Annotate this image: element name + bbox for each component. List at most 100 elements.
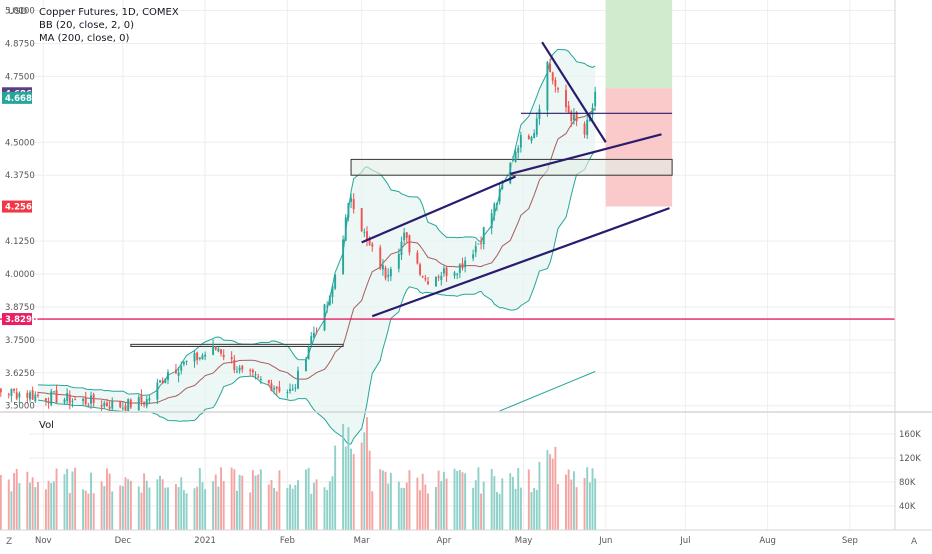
- candle-body: [519, 135, 522, 148]
- corner-label-right[interactable]: A: [911, 537, 918, 547]
- profit-zone[interactable]: [605, 0, 673, 89]
- candle-body: [156, 382, 159, 400]
- range-rectangle[interactable]: [130, 343, 344, 347]
- candle-body: [182, 361, 185, 365]
- candle-body: [129, 399, 132, 408]
- volume-bar: [363, 432, 366, 530]
- volume-bar: [238, 474, 241, 530]
- volume-bar: [236, 490, 238, 530]
- time-tick-label: 2021: [194, 536, 216, 546]
- candle-body: [15, 392, 18, 399]
- volume-bar: [71, 471, 74, 530]
- volume-bar: [270, 479, 273, 530]
- candle-body: [259, 379, 262, 381]
- volume-bar: [557, 484, 559, 530]
- volume-bar: [193, 488, 196, 530]
- trendline[interactable]: [541, 41, 607, 143]
- volume-bar: [254, 475, 257, 530]
- time-tick-label: Sep: [842, 536, 858, 546]
- rectangles[interactable]: [130, 158, 673, 347]
- volume-bar: [496, 491, 498, 530]
- volume-bar: [68, 493, 71, 530]
- volume-bar: [572, 471, 575, 530]
- volume-bar: [511, 476, 514, 530]
- volume-bar: [34, 487, 37, 530]
- time-tick-label: May: [515, 536, 533, 546]
- price-badge: [2, 200, 32, 213]
- candle-body: [164, 378, 167, 383]
- price-tick-label: 4.1250: [5, 237, 35, 247]
- volume-bar: [424, 484, 427, 530]
- candle-body: [538, 108, 541, 120]
- candle-body: [140, 394, 143, 403]
- candle-body: [514, 151, 517, 162]
- volume-tick-label: 120K: [899, 454, 921, 464]
- loss-zone[interactable]: [605, 88, 673, 207]
- time-tick-label: Dec: [115, 536, 132, 546]
- candle-body: [111, 400, 114, 409]
- candle-body: [124, 405, 127, 411]
- price-axis[interactable]: 5.0000 4.8750 4.7500 4.5000 4.3750 4.1250 4.00…: [5, 7, 35, 412]
- volume-bar: [18, 483, 21, 530]
- price-tick-label: 3.6250: [5, 369, 35, 379]
- volume-label: Vol: [39, 420, 54, 431]
- candle-body: [315, 331, 318, 333]
- candle-body: [0, 388, 2, 393]
- candle-body: [270, 383, 273, 392]
- volume-bar: [371, 491, 374, 530]
- candle-body: [594, 91, 597, 107]
- candle-body: [105, 402, 108, 407]
- candle-body: [527, 135, 530, 139]
- price-tick-label: 4.5000: [5, 138, 35, 148]
- volume-bar: [82, 489, 85, 530]
- volume-bar: [249, 492, 252, 530]
- volume-bar: [315, 479, 318, 530]
- volume-bar: [63, 474, 66, 530]
- trendline[interactable]: [361, 175, 517, 244]
- trendline[interactable]: [509, 133, 662, 175]
- candle-body: [214, 346, 217, 350]
- position-tool[interactable]: [605, 0, 673, 207]
- candle-body: [474, 246, 477, 253]
- volume-bar: [297, 480, 299, 530]
- volume-bar: [461, 472, 464, 530]
- volume-bar: [29, 482, 31, 530]
- volume-bar: [366, 417, 368, 530]
- candle-body: [490, 213, 493, 229]
- candle-body: [323, 304, 326, 331]
- corner-label-left[interactable]: Z: [6, 537, 12, 547]
- candle-body: [7, 394, 10, 396]
- volume-bar: [442, 471, 445, 530]
- candle-body: [50, 391, 53, 405]
- volume-bar: [55, 468, 58, 530]
- time-axis[interactable]: Nov Dec 2021 Feb Mar Apr May Jun Jul Aug Sep: [35, 536, 858, 546]
- range-rectangle[interactable]: [350, 158, 673, 176]
- ma-indicator-label[interactable]: MA (200, close, 0): [39, 33, 129, 44]
- bb-indicator-label[interactable]: BB (20, close, 2, 0): [39, 20, 134, 31]
- volume-bar: [278, 470, 281, 530]
- candle-body: [148, 398, 151, 401]
- candle-body: [127, 398, 130, 411]
- volume-bar: [148, 487, 151, 530]
- trendline[interactable]: [371, 207, 670, 318]
- candle-body: [84, 398, 87, 405]
- volume-axis[interactable]: 160K 120K 80K 40K: [899, 430, 921, 512]
- drawings[interactable]: [0, 41, 895, 320]
- volume-bar: [111, 491, 114, 530]
- volume-bar: [554, 446, 557, 530]
- volume-bar: [480, 493, 483, 530]
- candle-body: [350, 198, 353, 202]
- volume-bar: [482, 481, 485, 530]
- price-badge-text: 4.6685: [5, 94, 38, 104]
- candle-body: [52, 391, 55, 393]
- candle-body: [273, 388, 276, 390]
- candle-body: [29, 392, 31, 400]
- volume-bar: [214, 474, 217, 530]
- volume-bar: [119, 485, 122, 530]
- candle-body: [201, 355, 204, 360]
- volume-bar: [304, 469, 307, 530]
- volume-bar: [530, 492, 533, 530]
- candle-body: [416, 252, 419, 264]
